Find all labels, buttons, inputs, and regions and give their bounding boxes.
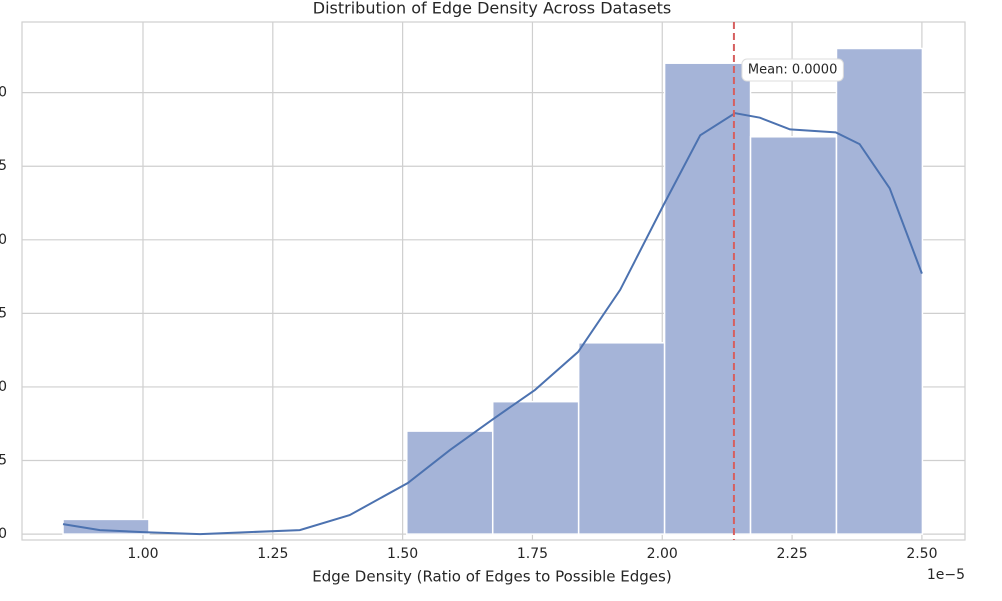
x-tick-label: 2.25 bbox=[776, 546, 807, 562]
mean-annotation: Mean: 0.0000 bbox=[748, 63, 837, 78]
kde-line bbox=[62, 112, 923, 536]
histogram-bar bbox=[406, 430, 494, 535]
annotation-box bbox=[741, 58, 844, 82]
y-tick-label: 5 bbox=[0, 453, 7, 469]
histogram-bar bbox=[577, 342, 666, 535]
x-axis-label: Edge Density (Ratio of Edges to Possible… bbox=[312, 568, 671, 586]
x-tick-label: 2.00 bbox=[647, 546, 678, 562]
x-tick-label: 1.25 bbox=[257, 546, 288, 562]
x-tick-label: 1.75 bbox=[517, 546, 548, 562]
histogram-bar bbox=[663, 62, 752, 535]
x-tick-label: 2.50 bbox=[906, 546, 937, 562]
chart-title: Distribution of Edge Density Across Data… bbox=[313, 0, 671, 18]
histogram-bar bbox=[491, 400, 580, 535]
y-tick-label: 5 bbox=[0, 158, 7, 174]
x-tick-label: 1.50 bbox=[387, 546, 418, 562]
plot-frame bbox=[21, 21, 966, 541]
x-offset-label: 1e−5 bbox=[927, 567, 965, 583]
y-tick-label: 0 bbox=[0, 379, 7, 395]
y-tick-label: 0 bbox=[0, 85, 7, 101]
y-tick-label: 5 bbox=[0, 305, 7, 321]
y-tick-label: 0 bbox=[0, 526, 7, 542]
histogram-bar bbox=[835, 47, 924, 535]
histogram-bar bbox=[749, 136, 838, 535]
x-tick-label: 1.00 bbox=[127, 546, 158, 562]
y-tick-label: 0 bbox=[0, 232, 7, 248]
